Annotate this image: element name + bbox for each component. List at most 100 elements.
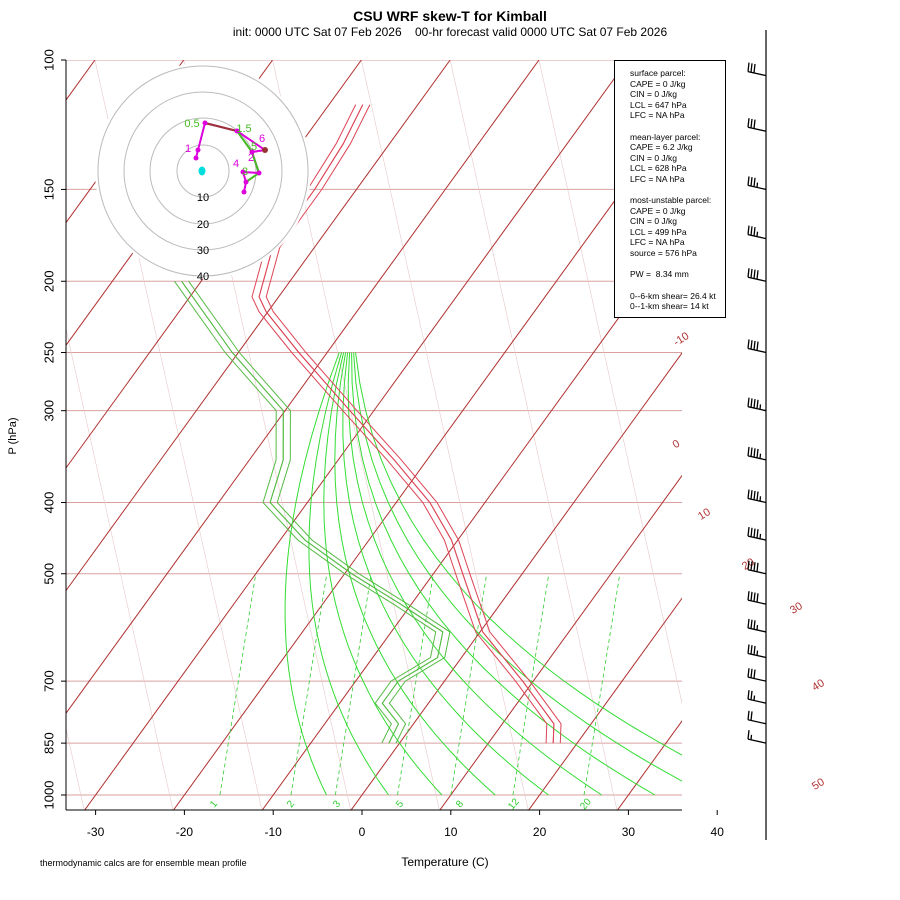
info-gap xyxy=(630,280,725,291)
x-tick-label: 10 xyxy=(444,825,458,839)
wind-barb-flag xyxy=(747,730,750,740)
temperature-profile xyxy=(265,104,562,744)
wind-barb-flag xyxy=(747,225,750,235)
y-tick-label: 850 xyxy=(41,732,56,754)
wind-barb xyxy=(747,690,767,704)
y-tick-label: 100 xyxy=(41,49,56,71)
moist-adiabat-line xyxy=(308,352,390,796)
wind-barb-flag xyxy=(756,562,759,572)
wind-barb-flag xyxy=(753,269,756,279)
hodograph-point-label: 1 xyxy=(185,143,191,155)
wind-barb xyxy=(747,489,767,504)
wind-barb xyxy=(747,225,767,240)
isotherm-label: 0 xyxy=(671,438,683,451)
wind-barb-halfflag xyxy=(750,734,753,740)
y-tick-label: 150 xyxy=(41,179,56,201)
isotherm-line xyxy=(706,60,900,811)
hodograph-point xyxy=(202,120,208,126)
info-gap xyxy=(630,121,725,132)
hodograph-ring-label: 30 xyxy=(197,245,209,257)
mixing-ratio-label: 8 xyxy=(454,798,466,810)
moist-adiabat-line xyxy=(323,352,443,796)
wind-barb xyxy=(747,397,767,412)
y-tick-label: 500 xyxy=(41,563,56,585)
info-line: LFC = NA hPa xyxy=(630,110,685,120)
wind-barb-flag xyxy=(747,339,750,349)
moist-adiabat-line xyxy=(342,352,549,796)
info-line: LCL = 647 hPa xyxy=(630,99,687,110)
isotherm-label: 10 xyxy=(696,506,713,523)
isotherm-label: 50 xyxy=(810,776,827,793)
x-tick-label: 40 xyxy=(711,825,725,839)
isotherm-line xyxy=(439,474,682,810)
info-line: most-unstable parcel: xyxy=(630,195,712,205)
wind-barb-flag xyxy=(753,669,756,679)
mixing-ratio-line xyxy=(290,573,328,796)
hodograph-point xyxy=(241,189,247,195)
info-line: CAPE = 6.2 J/kg xyxy=(630,142,693,152)
x-tick-label: -30 xyxy=(87,825,105,839)
hodograph-point xyxy=(256,170,262,176)
wind-barb xyxy=(747,668,767,682)
isotherm-line xyxy=(350,352,682,810)
hodograph-point xyxy=(243,179,249,185)
moist-adiabat-line xyxy=(334,352,496,796)
hodograph-point-label: 4 xyxy=(233,158,239,170)
wind-barb-flag xyxy=(750,63,753,73)
isotherm-line xyxy=(84,60,629,810)
wind-barb-flag xyxy=(747,527,750,537)
wind-barb-flag xyxy=(750,268,753,279)
storm-motion-marker xyxy=(198,166,206,176)
x-tick-label: 30 xyxy=(622,825,636,839)
hodograph-point xyxy=(193,155,199,161)
wind-barb-flag xyxy=(750,591,753,601)
wind-barb-flag xyxy=(747,118,750,128)
mixing-ratio-label: 2 xyxy=(285,798,297,810)
wind-barb-flag xyxy=(753,340,756,350)
hodograph-point-label: 3 xyxy=(242,166,248,178)
wind-barb-flag xyxy=(753,645,756,655)
mixing-ratio-line xyxy=(334,573,372,796)
wind-barb-halfflag xyxy=(756,624,759,631)
wind-barb-flag xyxy=(750,527,753,537)
dewpoint-profile xyxy=(188,281,451,744)
wind-barb-halfflag xyxy=(753,695,756,701)
mixing-ratio-line xyxy=(583,573,621,796)
wind-barb-flag xyxy=(747,560,750,570)
wind-barb-halfflag xyxy=(759,404,762,410)
wind-barb-flag xyxy=(750,398,753,408)
isotherm-line xyxy=(261,229,682,810)
wind-barb-flag xyxy=(750,619,753,629)
isotherm-label: 40 xyxy=(810,677,827,694)
wind-barb xyxy=(747,446,767,461)
wind-barb-flag xyxy=(753,592,756,602)
mixing-ratio-line xyxy=(397,573,434,796)
wind-barb-flag xyxy=(756,491,759,501)
dewpoint-profile xyxy=(181,281,444,744)
info-line: mean-layer parcel: xyxy=(630,131,701,142)
mixing-ratio-label: 1 xyxy=(208,798,220,810)
wind-barb-flag xyxy=(753,63,756,74)
hodograph-trace-top xyxy=(204,122,238,132)
wind-barb-flag xyxy=(753,119,756,129)
hodograph-ring xyxy=(149,117,257,225)
wind-barb xyxy=(747,560,767,575)
wind-barb-flag xyxy=(753,562,756,572)
moist-adiabat-line xyxy=(353,352,682,782)
wind-barb-flag xyxy=(750,447,753,457)
isotherm-line xyxy=(66,60,451,592)
info-line: CAPE = 0 J/kg xyxy=(630,78,686,89)
y-tick-label: 1000 xyxy=(41,781,56,810)
wind-barb-flag xyxy=(747,591,750,601)
wind-barb-flag xyxy=(747,268,750,278)
isotherm-label: 30 xyxy=(788,600,805,617)
wind-barb xyxy=(747,268,767,282)
info-line: PW = 8.34 mm xyxy=(630,269,689,279)
hodograph-point-label: 1.5 xyxy=(236,123,251,135)
wind-barb-halfflag xyxy=(759,453,762,459)
mixing-ratio-line xyxy=(450,573,488,796)
wind-barb-flag xyxy=(750,118,753,129)
wind-barb xyxy=(747,591,767,605)
hodograph-ring-label: 40 xyxy=(197,271,209,283)
moist-adiabat-line xyxy=(355,352,682,756)
